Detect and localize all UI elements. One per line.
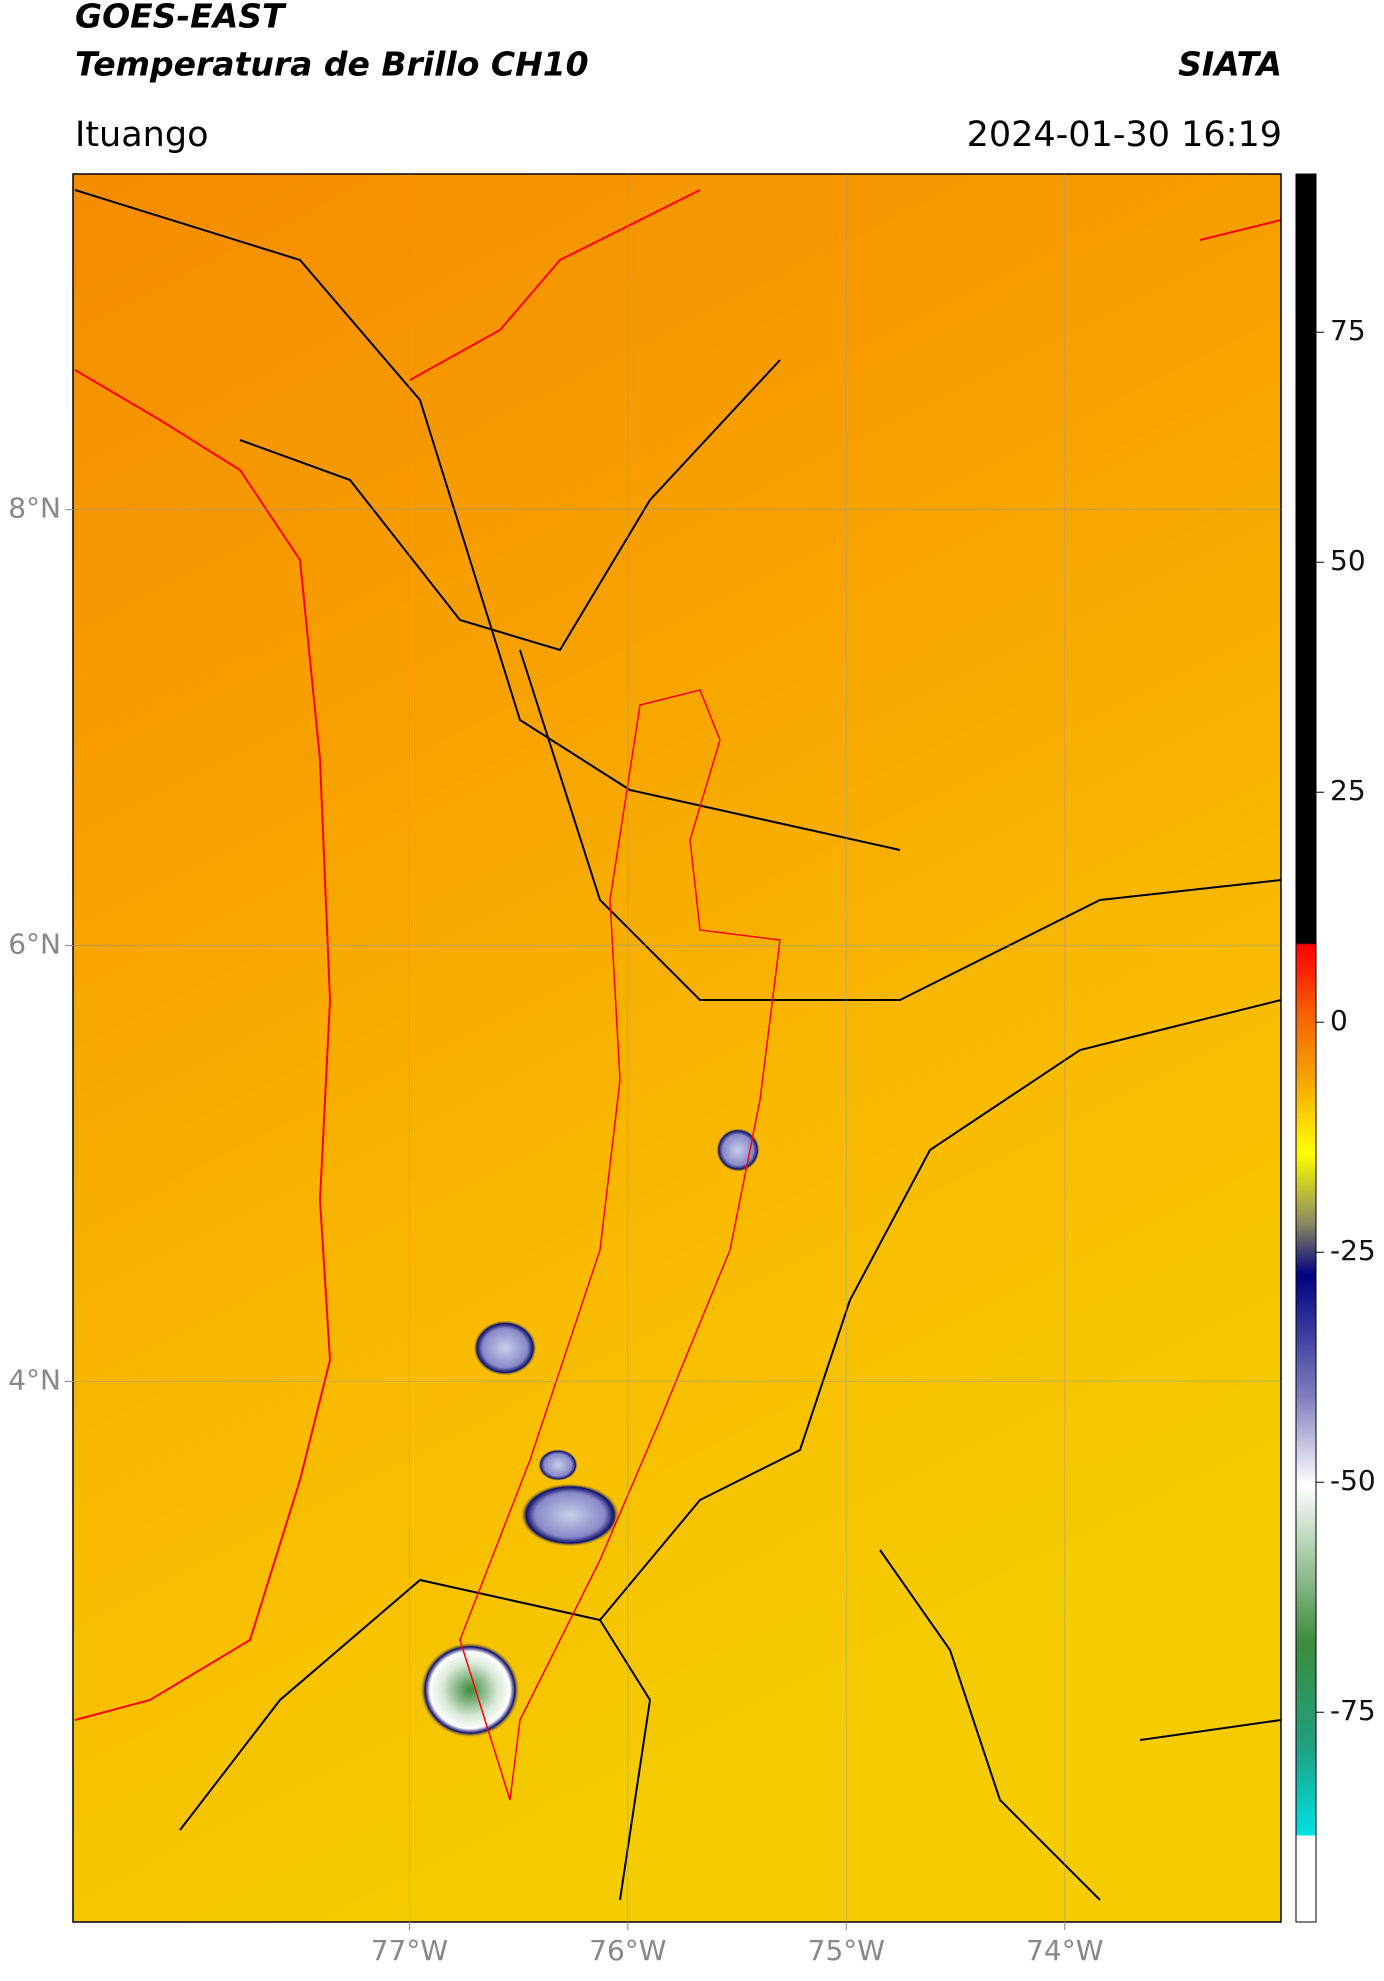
boundary — [74, 189, 1282, 1901]
x-tick-label: 74°W — [1026, 1934, 1103, 1967]
subtitle: Temperatura de Brillo CH10 — [75, 45, 589, 84]
x-tick-label: 76°W — [589, 1934, 666, 1967]
cloud — [538, 1449, 578, 1481]
location: Ituango — [75, 115, 209, 155]
title: GOES-EAST — [75, 0, 287, 36]
colorbar-tick-label: 0 — [1330, 1004, 1348, 1037]
cloud — [473, 1320, 537, 1376]
colorbar-tick-label: -75 — [1330, 1694, 1376, 1727]
map — [72, 173, 1282, 1923]
colorbar-tick-label: 75 — [1330, 314, 1366, 347]
x-tick-label: 75°W — [808, 1934, 885, 1967]
colorbar-tick-label: 50 — [1330, 544, 1366, 577]
basin — [459, 689, 781, 1801]
map-background — [73, 174, 1281, 1922]
cloud — [420, 1642, 520, 1738]
cloud — [520, 1483, 620, 1547]
colorbar-tick-label: 25 — [1330, 774, 1366, 807]
colorbar-tick-label: -50 — [1330, 1464, 1376, 1497]
x-tick-label: 77°W — [371, 1934, 448, 1967]
coastline — [74, 189, 1282, 1721]
source: SIATA — [1178, 45, 1282, 84]
map-frame — [72, 173, 1282, 1923]
colorbar — [1295, 173, 1317, 1923]
datetime: 2024-01-30 16:19 — [967, 115, 1282, 155]
y-tick-label: 8°N — [8, 492, 61, 525]
y-tick-label: 4°N — [8, 1363, 61, 1396]
y-tick-label: 6°N — [8, 928, 61, 961]
colorbar-tick-label: -25 — [1330, 1234, 1376, 1267]
cloud — [716, 1128, 760, 1172]
